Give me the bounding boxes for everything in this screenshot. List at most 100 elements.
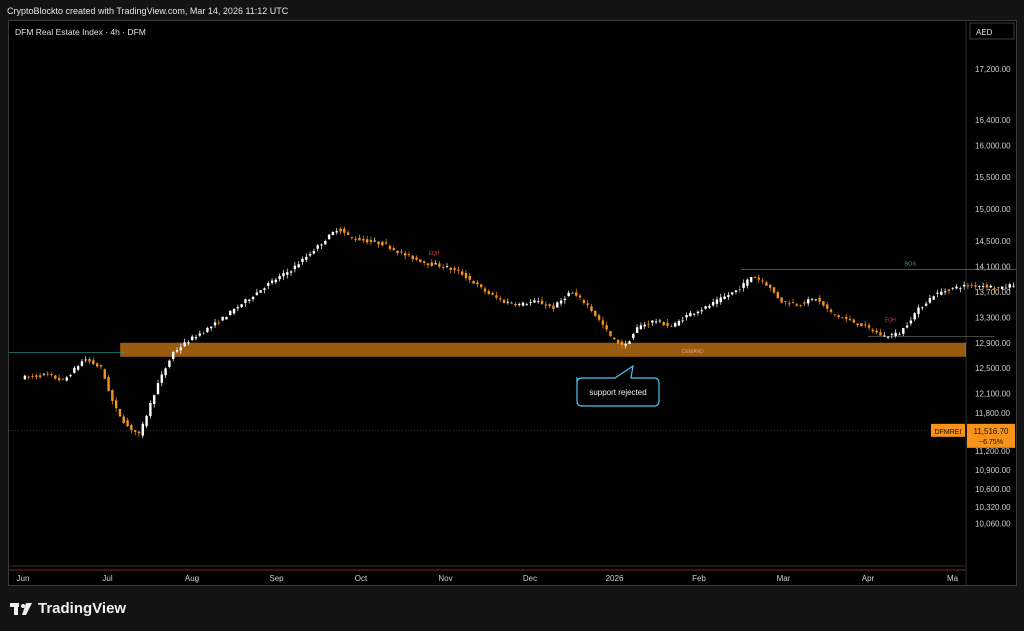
candle-body: [639, 325, 643, 330]
candle-body: [202, 332, 205, 334]
candle-body: [244, 299, 247, 304]
tradingview-logo-text: TradingView: [38, 600, 127, 617]
candle-body: [31, 376, 34, 377]
currency-label: AED: [976, 28, 993, 37]
candle-body: [369, 239, 373, 242]
x-tick-label: Apr: [862, 574, 875, 583]
candle-body: [643, 324, 646, 327]
candle-body: [575, 292, 578, 296]
candle-body: [540, 300, 544, 305]
candle-body: [727, 295, 730, 298]
candle-body: [860, 323, 863, 327]
demand-zone: [120, 342, 967, 357]
y-tick-label: 10,900.00: [975, 466, 1011, 475]
candle-body: [236, 307, 240, 309]
candle-body: [677, 320, 681, 326]
candle-body: [107, 376, 110, 391]
x-tick-label: Dec: [523, 574, 537, 583]
candle-body: [594, 310, 597, 316]
candle-body: [35, 375, 38, 377]
candle-body: [73, 367, 76, 373]
candle-body: [723, 296, 726, 299]
candle-body: [194, 337, 198, 339]
candle-body: [525, 304, 529, 306]
candle-body: [305, 256, 308, 260]
candle-body: [377, 241, 380, 245]
candle-body: [742, 283, 745, 289]
candle-body: [894, 332, 897, 337]
candle-body: [396, 250, 399, 254]
price-tag: [967, 423, 1015, 448]
candle-body: [42, 373, 46, 375]
candle-body: [829, 309, 833, 312]
y-tick-label: 11,200.00: [975, 447, 1011, 456]
y-tick-label: 15,000.00: [975, 205, 1011, 214]
candle-body: [320, 244, 323, 246]
candle-body: [1012, 285, 1015, 287]
candle-body: [567, 292, 570, 297]
candle-body: [122, 416, 125, 423]
candle-body: [95, 363, 99, 367]
candle-body: [381, 241, 384, 246]
attribution-text: CryptoBlockto created with TradingView.c…: [7, 6, 289, 16]
candle-body: [738, 289, 741, 291]
candles: [23, 226, 1015, 439]
candle-body: [289, 271, 293, 273]
candle-body: [662, 321, 665, 326]
y-tick-label: 10,600.00: [975, 485, 1011, 494]
candle-body: [54, 375, 57, 379]
candle-body: [312, 251, 316, 254]
candle-body: [388, 245, 392, 249]
candle-body: [734, 290, 738, 292]
candle-body: [130, 425, 133, 431]
candle-body: [510, 302, 513, 304]
candle-body: [537, 301, 540, 302]
candle-body: [818, 297, 821, 302]
candle-body: [407, 254, 411, 256]
x-tick-label: Sep: [269, 574, 284, 583]
candle-body: [559, 300, 563, 304]
candle-body: [913, 313, 916, 320]
candle-body: [997, 287, 1000, 288]
candle-body: [175, 350, 179, 352]
candle-body: [149, 403, 152, 417]
candle-body: [278, 276, 281, 280]
candle-body: [1008, 284, 1011, 288]
candle-body: [989, 285, 992, 288]
candle-body: [883, 335, 886, 337]
candle-body: [955, 286, 958, 289]
candle-body: [118, 408, 122, 417]
candle-body: [635, 327, 639, 333]
candle-body: [126, 420, 129, 427]
candle-body: [156, 383, 160, 395]
x-tick-label: Nov: [438, 574, 452, 583]
candle-body: [719, 297, 722, 303]
candle-body: [943, 291, 947, 293]
candle-body: [966, 285, 970, 287]
price-chart[interactable]: DFM Real Estate Index · 4h · DFM AED 17,20…: [9, 21, 1016, 585]
candle-body: [438, 263, 441, 267]
candle-body: [788, 303, 791, 305]
tradingview-logo[interactable]: TradingView: [10, 600, 126, 617]
demand-zone-label: DEMAND: [682, 349, 704, 355]
candle-body: [902, 328, 905, 334]
candle-body: [502, 299, 506, 303]
candle-body: [909, 320, 913, 324]
candle-body: [765, 282, 768, 286]
candle-body: [350, 237, 354, 238]
candle-body: [647, 323, 650, 325]
x-tick-label: Mar: [777, 574, 791, 583]
candle-body: [483, 288, 487, 292]
candle-body: [936, 292, 939, 294]
bos-label: BOS: [904, 262, 916, 268]
candle-body: [221, 316, 224, 321]
chart-panel[interactable]: DFM Real Estate Index · 4h · DFM AED 17,20…: [8, 20, 1017, 586]
candle-body: [886, 336, 890, 338]
candle-body: [924, 303, 928, 306]
candle-body: [392, 248, 395, 251]
tradingview-logo-icon: [10, 603, 32, 616]
candle-body: [343, 228, 346, 233]
y-tick-label: 15,500.00: [975, 173, 1011, 182]
candle-body: [696, 311, 700, 314]
candle-body: [160, 374, 163, 383]
